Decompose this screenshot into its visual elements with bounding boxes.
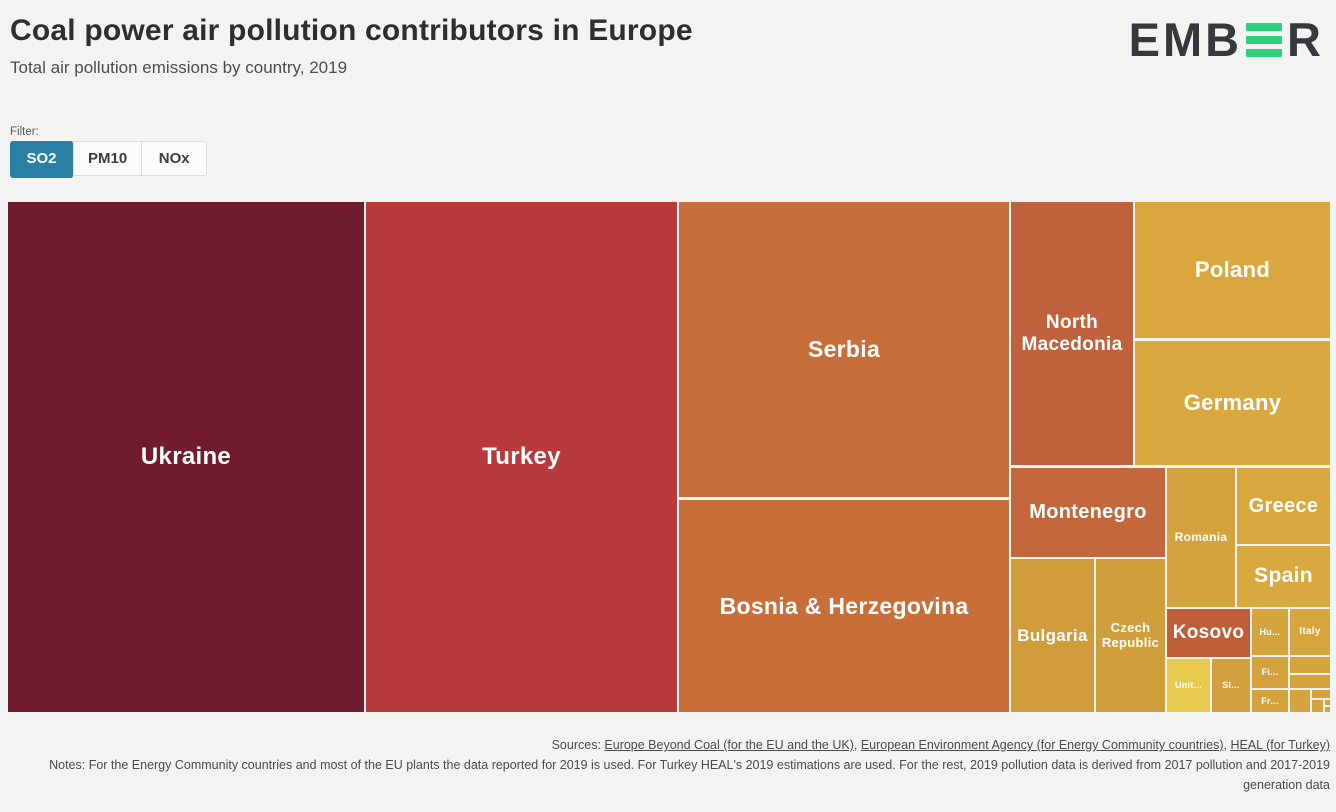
treemap-cell-small-5[interactable] <box>1312 700 1323 712</box>
filter-section: Filter: SO2 PM10 NOx <box>10 126 208 178</box>
source-link-europe-beyond-coal[interactable]: Europe Beyond Coal (for the EU and the U… <box>604 738 854 752</box>
treemap-cell-montenegro[interactable]: Montenegro <box>1011 468 1165 557</box>
footer-notes: Notes: For the Energy Community countrie… <box>49 758 1330 792</box>
treemap-cell-label: Sl... <box>1222 680 1240 691</box>
treemap-cell-north-macedonia[interactable]: North Macedonia <box>1011 202 1133 465</box>
treemap-cell-label: Spain <box>1254 564 1313 588</box>
ember-logo-text-emb: EMB <box>1128 13 1243 66</box>
treemap-cell-hungary[interactable]: Hu... <box>1252 609 1288 655</box>
filter-tab-so2[interactable]: SO2 <box>10 141 74 178</box>
treemap-cell-bulgaria[interactable]: Bulgaria <box>1011 559 1094 712</box>
treemap-cell-italy[interactable]: Italy <box>1290 609 1330 655</box>
treemap-cell-finland[interactable]: Fi... <box>1252 657 1288 688</box>
treemap-cell-czech-republic[interactable]: Czech Republic <box>1096 559 1165 712</box>
treemap-cell-label: Turkey <box>482 443 561 471</box>
source-separator: , <box>853 738 861 752</box>
treemap-cell-greece[interactable]: Greece <box>1237 468 1330 544</box>
treemap-cell-kosovo[interactable]: Kosovo <box>1167 609 1250 657</box>
treemap-cell-small-2[interactable] <box>1290 675 1330 688</box>
footer-sources-line: Sources: Europe Beyond Coal (for the EU … <box>8 735 1330 755</box>
source-separator: , <box>1223 738 1231 752</box>
treemap-cell-label: North Macedonia <box>1021 311 1123 355</box>
filter-tab-group: SO2 PM10 NOx <box>10 141 208 178</box>
treemap-cell-small-6[interactable] <box>1325 700 1330 705</box>
ember-logo-text-r: R <box>1287 13 1324 66</box>
source-link-heal[interactable]: HEAL (for Turkey) <box>1230 738 1330 752</box>
treemap-cell-small-3[interactable] <box>1290 690 1310 712</box>
treemap-cell-label: Germany <box>1183 390 1282 416</box>
treemap-cell-germany[interactable]: Germany <box>1135 341 1330 465</box>
treemap-cell-label: Czech Republic <box>1101 619 1160 650</box>
treemap-cell-bosnia-herzegovina[interactable]: Bosnia & Herzegovina <box>679 500 1009 712</box>
treemap-cell-france[interactable]: Fr... <box>1252 690 1288 712</box>
treemap-cell-label: Fi... <box>1261 667 1279 678</box>
treemap-cell-label: Hu... <box>1259 626 1281 637</box>
treemap-cell-romania[interactable]: Romania <box>1167 468 1235 607</box>
ember-logo-e-bars-icon <box>1246 22 1283 58</box>
ember-logo: EMB R <box>1129 16 1324 63</box>
treemap-cell-spain[interactable]: Spain <box>1237 546 1330 607</box>
page-subtitle: Total air pollution emissions by country… <box>10 58 348 77</box>
treemap-cell-label: Ukraine <box>140 443 232 471</box>
treemap-cell-small-4[interactable] <box>1312 690 1330 698</box>
treemap-cell-label: Kosovo <box>1172 622 1245 644</box>
filter-tab-pm10[interactable]: PM10 <box>74 142 143 175</box>
treemap-cell-small-1[interactable] <box>1290 657 1330 673</box>
treemap-cell-united-kingdom[interactable]: Unit... <box>1167 659 1210 712</box>
sources-label: Sources: <box>551 738 605 752</box>
treemap-cell-serbia[interactable]: Serbia <box>679 202 1009 497</box>
source-link-eea[interactable]: European Environment Agency (for Energy … <box>860 738 1224 752</box>
filter-tab-nox[interactable]: NOx <box>142 142 206 175</box>
treemap-chart: Ukraine Turkey Serbia Bosnia & Herzegovina N… <box>8 202 1330 712</box>
treemap-cell-poland[interactable]: Poland <box>1135 202 1330 338</box>
treemap-cell-label: Montenegro <box>1029 501 1147 523</box>
treemap-cell-label: Serbia <box>807 336 881 363</box>
footer: Sources: Europe Beyond Coal (for the EU … <box>8 735 1330 795</box>
treemap-cell-turkey[interactable]: Turkey <box>366 202 677 712</box>
treemap-cell-label: Fr... <box>1261 695 1279 706</box>
treemap-cell-ukraine[interactable]: Ukraine <box>8 202 364 712</box>
page-title: Coal power air pollution contributors in… <box>10 14 693 47</box>
treemap-cell-small-7[interactable] <box>1325 707 1330 712</box>
header: Coal power air pollution contributors in… <box>10 14 1326 78</box>
treemap-cell-label: Bulgaria <box>1017 625 1088 645</box>
treemap-cell-label: Poland <box>1194 257 1271 283</box>
treemap-cell-label: Bosnia & Herzegovina <box>719 592 969 619</box>
treemap-cell-label: Italy <box>1299 626 1321 638</box>
treemap-cell-label: Unit... <box>1174 680 1203 691</box>
treemap-cell-slovenia[interactable]: Sl... <box>1212 659 1250 712</box>
filter-label: Filter: <box>10 126 39 138</box>
treemap-cell-label: Romania <box>1174 529 1228 544</box>
treemap-cell-label: Greece <box>1248 494 1319 517</box>
